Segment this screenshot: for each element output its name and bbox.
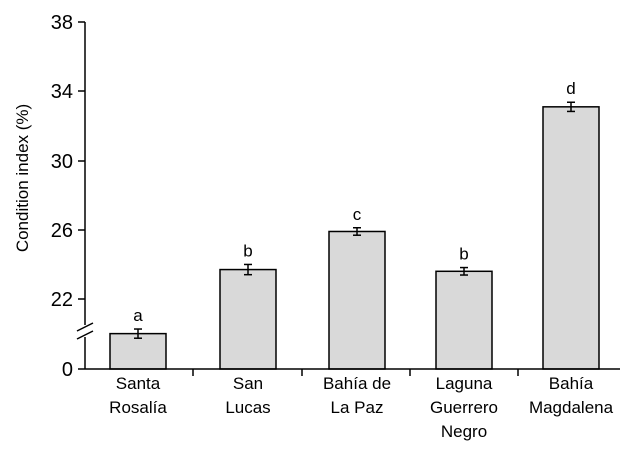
y-axis-title: Condition index (%) xyxy=(13,104,32,252)
y-tick-label: 26 xyxy=(51,220,73,242)
x-tick-label: Santa xyxy=(116,374,161,393)
significance-label: c xyxy=(353,205,362,224)
y-ticks-group: 0 22 26 30 34 38 xyxy=(51,12,85,381)
y-tick-label: 38 xyxy=(51,12,73,34)
y-tick-label: 30 xyxy=(51,151,73,173)
y-tick-label: 0 xyxy=(62,359,73,381)
bar xyxy=(328,230,386,370)
x-tick-label: Guerrero xyxy=(430,398,498,417)
bar xyxy=(219,268,277,370)
significance-label: b xyxy=(459,245,468,264)
bars-group xyxy=(109,106,600,370)
axis-break-mark xyxy=(76,330,94,340)
y-tick-label: 22 xyxy=(51,289,73,311)
x-tick-label: Laguna xyxy=(436,374,493,393)
x-tick-label: Bahía de xyxy=(323,374,391,393)
x-tick-label: Negro xyxy=(441,422,487,441)
axis-break-mark xyxy=(76,322,94,332)
x-tick-label: Magdalena xyxy=(529,398,614,417)
significance-label: b xyxy=(243,241,252,260)
significance-label: a xyxy=(133,306,143,325)
error-bars-group xyxy=(134,101,575,339)
y-tick-label: 34 xyxy=(51,81,73,103)
x-tick-label: San xyxy=(233,374,263,393)
category-labels-group: Santa Rosalía San Lucas Bahía de La Paz Laguna… xyxy=(109,374,613,441)
significance-label: d xyxy=(566,79,575,98)
significance-labels-group: a b c b d xyxy=(133,79,575,325)
x-tick-label: Lucas xyxy=(225,398,270,417)
x-tick-label: Bahía xyxy=(549,374,594,393)
bar xyxy=(542,106,600,370)
y-axis-break xyxy=(76,322,94,340)
x-tick-label: Rosalía xyxy=(109,398,167,417)
x-ticks-group xyxy=(192,369,519,376)
x-tick-label: La Paz xyxy=(331,398,384,417)
axes-group xyxy=(76,22,620,370)
bar xyxy=(435,270,493,370)
bar xyxy=(109,332,167,370)
